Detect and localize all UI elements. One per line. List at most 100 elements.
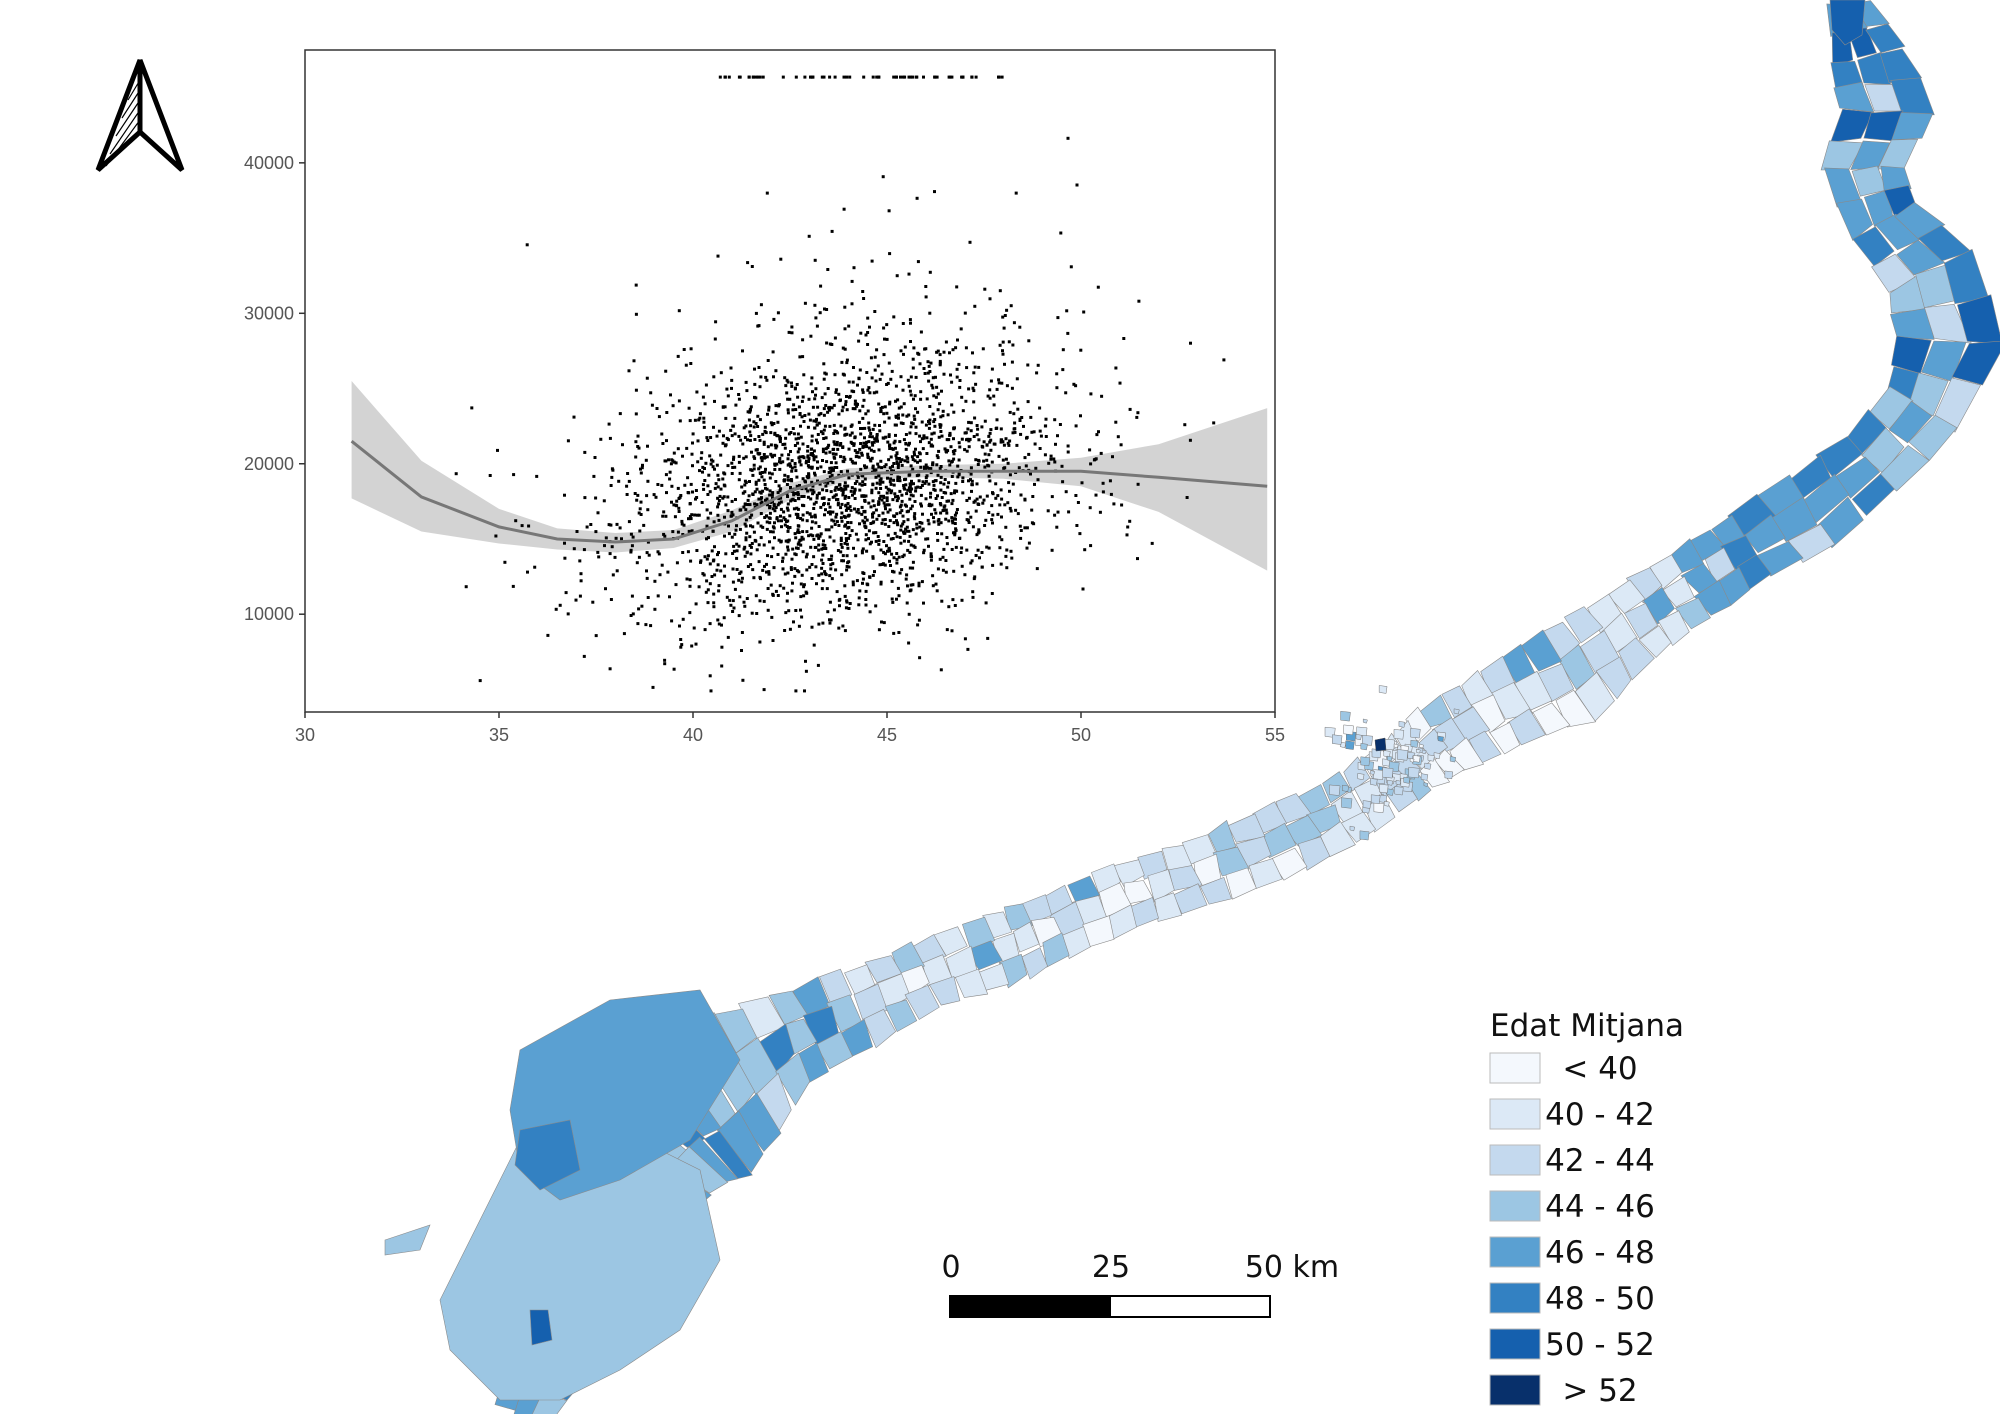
scatter-point	[900, 458, 904, 462]
scatter-point	[779, 514, 782, 518]
scatter-point	[899, 541, 903, 545]
scatter-point	[1017, 466, 1021, 470]
scatter-point	[1119, 443, 1123, 447]
scatter-point	[807, 397, 811, 401]
scatter-point	[723, 515, 726, 519]
scatter-point	[709, 462, 713, 466]
scatter-point	[677, 309, 681, 313]
scatter-point	[860, 483, 864, 487]
scatter-point	[765, 455, 769, 459]
scatter-point	[610, 475, 614, 479]
scatter-point	[849, 457, 853, 461]
scatter-point	[738, 572, 742, 575]
scatter-point	[706, 493, 710, 496]
scatter-point	[768, 540, 771, 544]
scatter-point	[793, 499, 797, 502]
scatter-point	[819, 430, 823, 434]
scatter-point	[615, 569, 619, 573]
scatter-point	[681, 551, 685, 554]
scatter-point	[708, 674, 712, 678]
scatter-point	[868, 391, 872, 395]
scatter-point	[988, 479, 992, 483]
scatter-point	[822, 496, 826, 500]
scatter-point	[719, 569, 723, 573]
scatter-point	[833, 336, 837, 340]
scatter-point	[884, 507, 887, 511]
scatter-point	[951, 348, 955, 352]
scatter-point	[881, 436, 885, 440]
scatter-point	[802, 594, 806, 598]
scatter-point	[776, 420, 780, 424]
scatter-point	[866, 583, 870, 587]
scatter-point	[852, 366, 855, 369]
scatter-point	[615, 522, 619, 526]
scatter-point	[871, 512, 874, 516]
scatter-point	[1128, 519, 1132, 523]
scatter-point	[829, 567, 833, 571]
scatter-point	[866, 452, 870, 456]
scatter-point	[767, 516, 771, 520]
scatter-point	[689, 559, 693, 563]
scatter-point	[722, 483, 726, 487]
scatter-point	[832, 403, 836, 407]
scatter-point	[677, 399, 681, 403]
scatter-point	[943, 478, 947, 481]
scatter-point	[844, 487, 848, 491]
scatter-point	[765, 562, 768, 566]
scatter-point	[877, 542, 881, 546]
scatter-point	[816, 405, 820, 409]
metro-polygon	[1349, 825, 1356, 832]
scatter-point	[942, 350, 946, 354]
scatter-point	[895, 451, 899, 455]
scatter-point	[823, 392, 827, 396]
municipality-polygon	[1833, 81, 1875, 113]
scatter-point	[885, 496, 889, 500]
scatter-point	[637, 607, 641, 611]
scatter-point	[794, 469, 798, 473]
scatter-point	[770, 493, 774, 497]
scatter-point	[725, 436, 729, 440]
scatter-point	[924, 476, 928, 479]
scatter-point	[976, 502, 980, 506]
scatter-point	[917, 479, 921, 483]
scatter-point	[954, 528, 958, 532]
scatter-point	[980, 425, 984, 429]
scatter-point	[950, 475, 954, 478]
scatter-point	[939, 475, 943, 479]
scatter-point	[758, 438, 762, 442]
scatter-point	[894, 384, 898, 388]
scatter-point	[857, 596, 861, 600]
scatter-point	[719, 453, 723, 457]
scatter-point	[750, 542, 754, 545]
scatter-point	[793, 387, 797, 391]
scatter-point	[860, 453, 864, 457]
scatter-point	[839, 455, 843, 459]
scatter-point	[809, 488, 813, 492]
scatter-point	[749, 405, 753, 409]
scatter-point	[951, 598, 955, 602]
scatter-point	[709, 436, 713, 439]
scatter-point	[855, 479, 859, 483]
scatter-point	[769, 583, 773, 587]
scatter-point	[919, 330, 923, 334]
scatter-point	[764, 514, 768, 518]
scatter-point	[660, 432, 664, 436]
scatter-point	[826, 481, 830, 485]
scatter-point	[1108, 479, 1112, 483]
municipality-polygon	[1680, 563, 1720, 594]
scatter-point	[806, 489, 810, 493]
scatter-point	[840, 488, 844, 492]
scatter-point	[909, 375, 913, 379]
municipality-polygon	[1563, 606, 1604, 644]
scatter-point	[932, 394, 936, 398]
scatter-point	[688, 419, 692, 423]
scatter-point	[901, 388, 905, 392]
scatter-point	[864, 526, 868, 530]
scatter-point	[939, 521, 943, 525]
scatter-point	[905, 529, 909, 533]
municipality-polygon	[1770, 496, 1818, 543]
scatter-point	[861, 390, 865, 394]
scatter-point	[942, 372, 946, 376]
scatter-point	[918, 452, 922, 456]
